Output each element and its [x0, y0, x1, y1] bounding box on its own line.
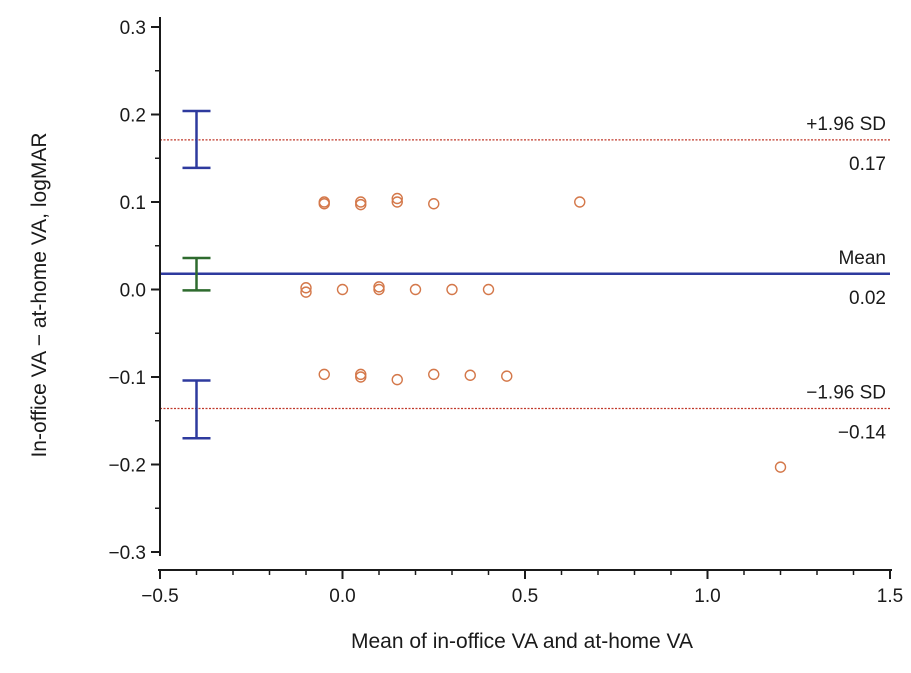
data-point: [355, 371, 367, 383]
data-point: [446, 283, 458, 296]
x-tick-label: 0.0: [329, 586, 355, 607]
y-tick-label: 0.1: [120, 193, 146, 214]
data-points: [300, 192, 787, 473]
y-tick-label: −0.1: [108, 368, 146, 389]
data-point: [355, 198, 367, 211]
y-tick-label: 0.3: [120, 18, 146, 39]
data-point: [482, 283, 495, 296]
reference-line-value: 0.17: [849, 154, 886, 175]
data-point: [318, 368, 330, 381]
data-point: [464, 369, 476, 381]
y-tick-label: 0.2: [120, 106, 146, 127]
data-point: [409, 283, 422, 296]
data-point: [574, 196, 586, 208]
x-tick-label: 0.5: [512, 586, 538, 607]
data-point: [391, 192, 403, 205]
y-tick-label: −0.2: [108, 456, 146, 477]
data-point: [300, 282, 312, 294]
reference-line-label: −1.96 SD: [806, 383, 886, 404]
data-point: [428, 368, 440, 381]
tick-labels: −0.3 −0.2 −0.1 0.0 0.1 0.2 0.3 −0.5 0.0 0.5 1.0 1.5: [108, 18, 903, 607]
y-tick-label: 0.0: [120, 281, 146, 302]
data-point: [300, 286, 312, 298]
data-point: [428, 198, 440, 210]
y-tick-label: −0.3: [108, 543, 146, 564]
data-point: [501, 370, 513, 382]
data-point: [373, 283, 385, 296]
x-tick-label: −0.5: [141, 586, 179, 607]
confidence-interval-bars: [182, 109, 211, 440]
axes: [151, 17, 892, 579]
data-point: [774, 461, 787, 473]
x-tick-label: 1.5: [877, 586, 903, 607]
data-point: [391, 373, 403, 386]
data-point: [391, 196, 403, 208]
reference-line-value: −0.14: [838, 423, 887, 444]
reference-line-value: 0.02: [849, 288, 886, 309]
x-axis-title: Mean of in-office VA and at-home VA: [351, 630, 693, 653]
reference-line-label: +1.96 SD: [806, 114, 886, 135]
x-tick-label: 1.0: [694, 586, 720, 607]
reference-line-label: Mean: [838, 248, 886, 269]
reference-lines: +1.96 SD 0.17 Mean 0.02 −1.96 SD −0.14: [160, 114, 890, 444]
data-point: [336, 283, 349, 296]
y-axis-title: In-office VA − at-home VA, logMAR: [28, 132, 51, 457]
data-point: [318, 198, 330, 210]
